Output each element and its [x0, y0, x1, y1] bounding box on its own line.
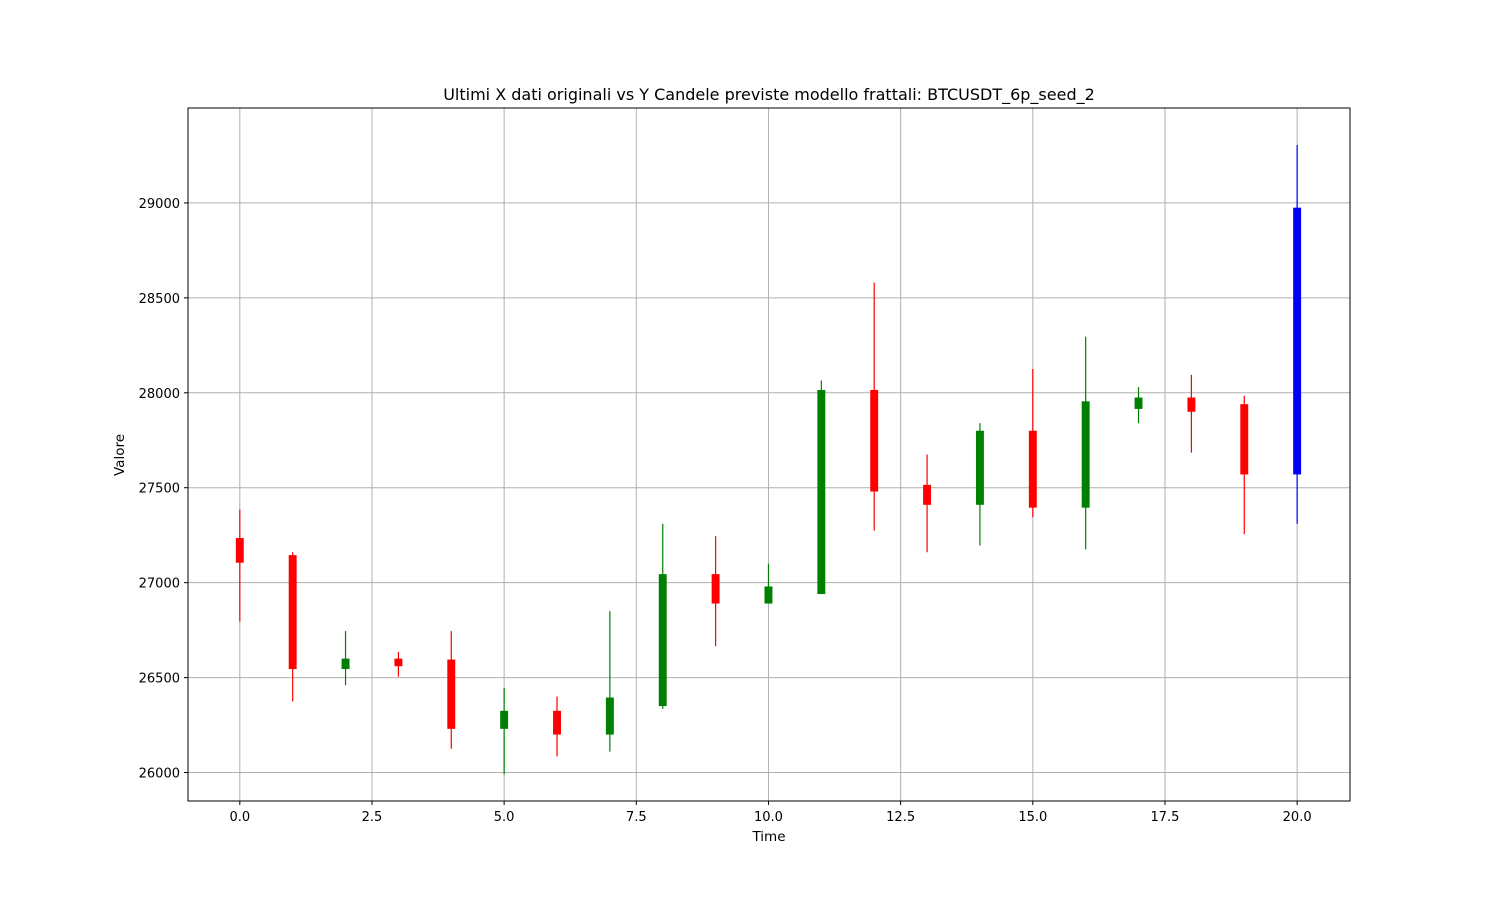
candle: [1134, 387, 1143, 424]
y-tick-label: 26000: [139, 767, 180, 782]
candle-body: [764, 586, 773, 604]
y-tick-label: 27500: [139, 482, 180, 497]
plot-frame: [187, 107, 1351, 802]
candle-body: [500, 710, 509, 729]
candle: [447, 631, 456, 749]
candle-body: [817, 389, 826, 595]
y-axis-ticks: 26000 26500 27000 27500 28000 28500 29000: [139, 197, 188, 782]
candle-body: [1240, 404, 1249, 475]
candle-body: [1293, 207, 1302, 475]
candle-body: [975, 430, 984, 505]
candle: [235, 509, 244, 622]
x-tick-label: 12.5: [886, 810, 915, 825]
y-tick-label: 29000: [139, 197, 180, 212]
candle: [711, 536, 720, 647]
x-tick-label: 15.0: [1018, 810, 1047, 825]
candle: [923, 454, 932, 553]
x-tick-label: 20.0: [1283, 810, 1312, 825]
x-tick-label: 7.5: [626, 810, 647, 825]
x-tick-label: 10.0: [754, 810, 783, 825]
candle: [394, 651, 403, 677]
plot-area: [188, 108, 1350, 801]
candle-body: [711, 574, 720, 604]
candle-body: [553, 710, 561, 735]
y-tick-label: 26500: [139, 672, 180, 687]
y-axis-label: Valore: [112, 434, 128, 476]
x-tick-label: 5.0: [494, 810, 515, 825]
candle-body: [1187, 397, 1196, 412]
candle: [1081, 336, 1090, 550]
x-tick-label: 2.5: [362, 810, 383, 825]
candle: [605, 611, 614, 752]
candle-body: [923, 484, 932, 505]
candle-body: [447, 659, 456, 729]
candle-body: [870, 389, 879, 492]
candle: [500, 688, 509, 775]
candle: [817, 380, 826, 595]
candle-body: [235, 538, 244, 563]
candle: [1293, 145, 1302, 524]
candle-body: [1028, 430, 1037, 508]
y-tick-label: 28000: [139, 387, 180, 402]
candle: [658, 523, 667, 709]
candle-body: [341, 658, 350, 670]
candle: [975, 423, 984, 546]
candle: [288, 552, 297, 702]
y-tick-label: 27000: [139, 577, 180, 592]
candle: [1028, 369, 1037, 518]
candle: [1240, 395, 1249, 535]
y-tick-label: 28500: [139, 292, 180, 307]
candle: [764, 563, 773, 604]
candle-body: [605, 697, 614, 735]
candle: [870, 282, 879, 531]
candle-body: [658, 574, 667, 707]
chart-title: Ultimi X dati originali vs Y Candele pre…: [443, 85, 1095, 105]
x-tick-label: 17.5: [1150, 810, 1179, 825]
candle: [1187, 374, 1196, 453]
candle-body: [394, 658, 403, 667]
candle-body: [1081, 401, 1090, 508]
candle-body: [288, 555, 297, 670]
candle: [553, 696, 561, 757]
x-tick-label: 0.0: [229, 810, 250, 825]
x-axis-ticks: 0.0 2.5 5.0 7.5 10.0 12.5 15.0 17.5 20.0: [229, 801, 1312, 825]
candle: [341, 631, 350, 686]
candles: [235, 145, 1302, 775]
x-axis-label: Time: [751, 829, 785, 845]
candle-body: [1134, 397, 1143, 409]
